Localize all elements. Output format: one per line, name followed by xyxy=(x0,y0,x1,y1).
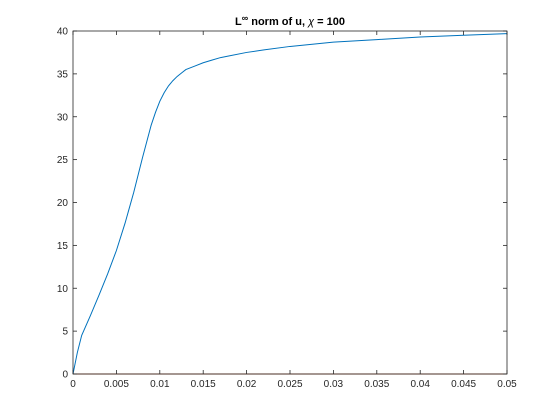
x-tick-label: 0.02 xyxy=(237,379,257,390)
y-tick-label: 30 xyxy=(57,112,69,123)
y-tick-label: 20 xyxy=(57,198,69,209)
y-tick-label: 0 xyxy=(62,370,68,381)
y-tick-label: 15 xyxy=(57,241,69,252)
x-tick-label: 0.015 xyxy=(191,379,216,390)
y-tick-label: 40 xyxy=(57,27,69,38)
y-tick-label: 10 xyxy=(57,284,69,295)
x-tick-label: 0.035 xyxy=(364,379,389,390)
x-tick-label: 0.05 xyxy=(497,379,517,390)
x-tick-label: 0.01 xyxy=(150,379,170,390)
x-tick-label: 0.04 xyxy=(410,379,430,390)
x-tick-label: 0.025 xyxy=(277,379,302,390)
chart-title-middle: norm of u, xyxy=(248,16,308,28)
chart-title-superscript: ∞ xyxy=(242,13,249,23)
x-tick-label: 0.045 xyxy=(451,379,476,390)
chart-title-symbol: χ xyxy=(307,16,315,28)
series-line-0 xyxy=(72,33,508,375)
x-tick-label: 0.03 xyxy=(324,379,344,390)
x-tick-label: 0 xyxy=(70,379,76,390)
chart-title-suffix: = 100 xyxy=(314,16,345,28)
x-tick-label: 0.005 xyxy=(104,379,129,390)
plot-area xyxy=(72,33,508,375)
axis-ticks: 0 0.005 0.01 0.015 0.02 0.025 0.03 0.035 0.04 0.0… xyxy=(57,27,517,391)
y-tick-label: 5 xyxy=(62,327,68,338)
chart-title: L∞ norm of u, χ = 100 xyxy=(235,13,345,28)
y-tick-label: 35 xyxy=(57,69,69,80)
axes-box xyxy=(72,30,508,375)
chart-title-prefix: L xyxy=(235,16,242,28)
y-tick-label: 25 xyxy=(57,155,69,166)
